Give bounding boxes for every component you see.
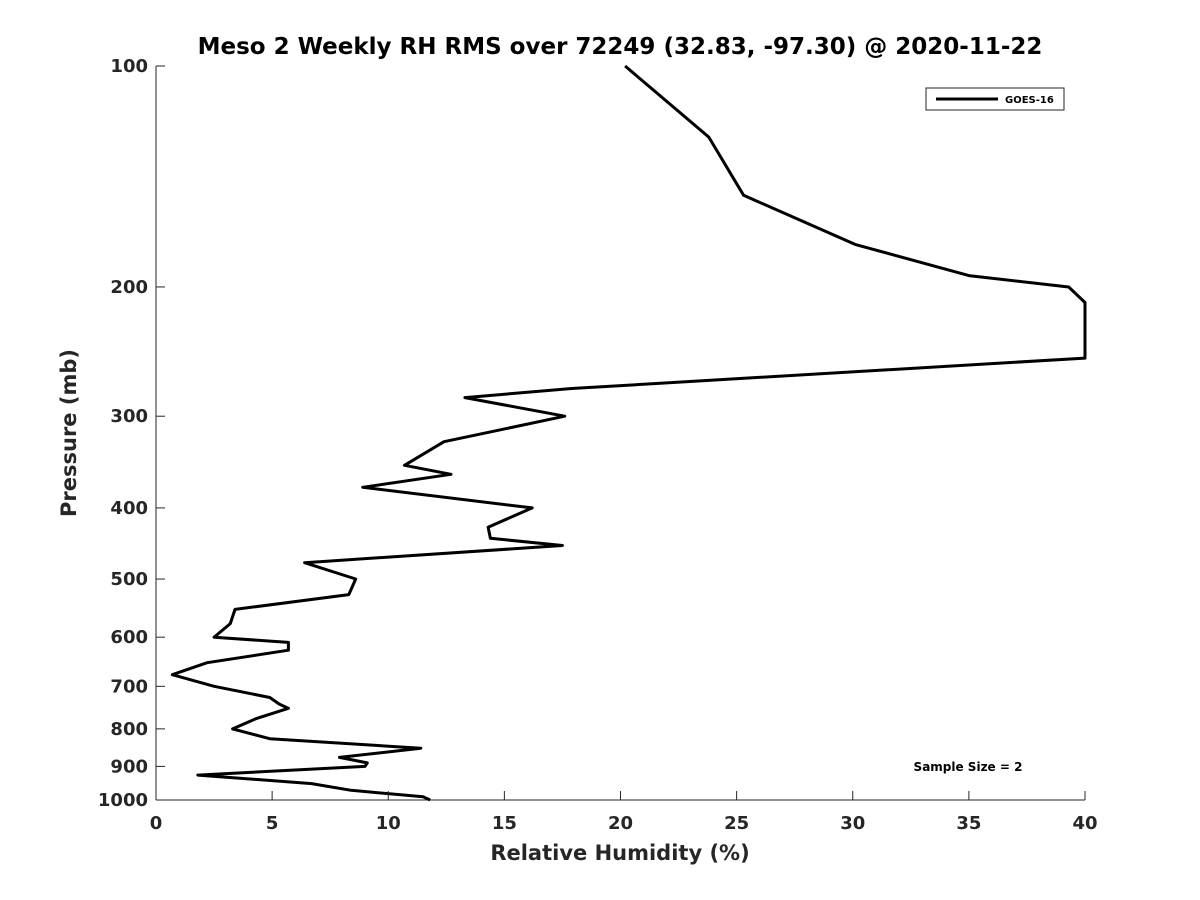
x-tick-label: 10 xyxy=(376,813,401,834)
y-tick-label: 800 xyxy=(110,719,148,740)
x-tick-label: 0 xyxy=(150,813,163,834)
x-axis-label: Relative Humidity (%) xyxy=(490,841,749,865)
y-tick-label: 300 xyxy=(110,406,148,427)
y-tick-label: 200 xyxy=(110,277,148,298)
x-tick-label: 5 xyxy=(266,813,279,834)
series-line-0 xyxy=(170,64,1087,802)
sample-size-annotation: Sample Size = 2 xyxy=(914,760,1023,774)
y-tick-label: 600 xyxy=(110,627,148,648)
x-tick-label: 25 xyxy=(724,813,749,834)
plot-area xyxy=(155,64,1087,802)
x-axis-ticks: 0 5 10 15 20 25 30 35 40 xyxy=(150,791,1098,834)
y-tick-label: 700 xyxy=(110,676,148,697)
y-axis-ticks: 100 200 300 400 500 600 700 800 900 1000 xyxy=(98,56,165,811)
x-tick-label: 20 xyxy=(608,813,633,834)
y-tick-label: 400 xyxy=(110,498,148,519)
y-tick-label: 1000 xyxy=(98,790,148,811)
y-tick-label: 500 xyxy=(110,569,148,590)
x-tick-label: 30 xyxy=(840,813,865,834)
legend: GOES-16 xyxy=(925,87,1065,111)
y-tick-label: 100 xyxy=(110,56,148,77)
legend-label: GOES-16 xyxy=(1005,95,1054,106)
x-tick-label: 40 xyxy=(1072,813,1097,834)
chart-title: Meso 2 Weekly RH RMS over 72249 (32.83, … xyxy=(198,34,1043,60)
x-tick-label: 15 xyxy=(492,813,517,834)
y-tick-label: 900 xyxy=(110,756,148,777)
y-axis-label: Pressure (mb) xyxy=(57,349,81,517)
x-tick-label: 35 xyxy=(956,813,981,834)
